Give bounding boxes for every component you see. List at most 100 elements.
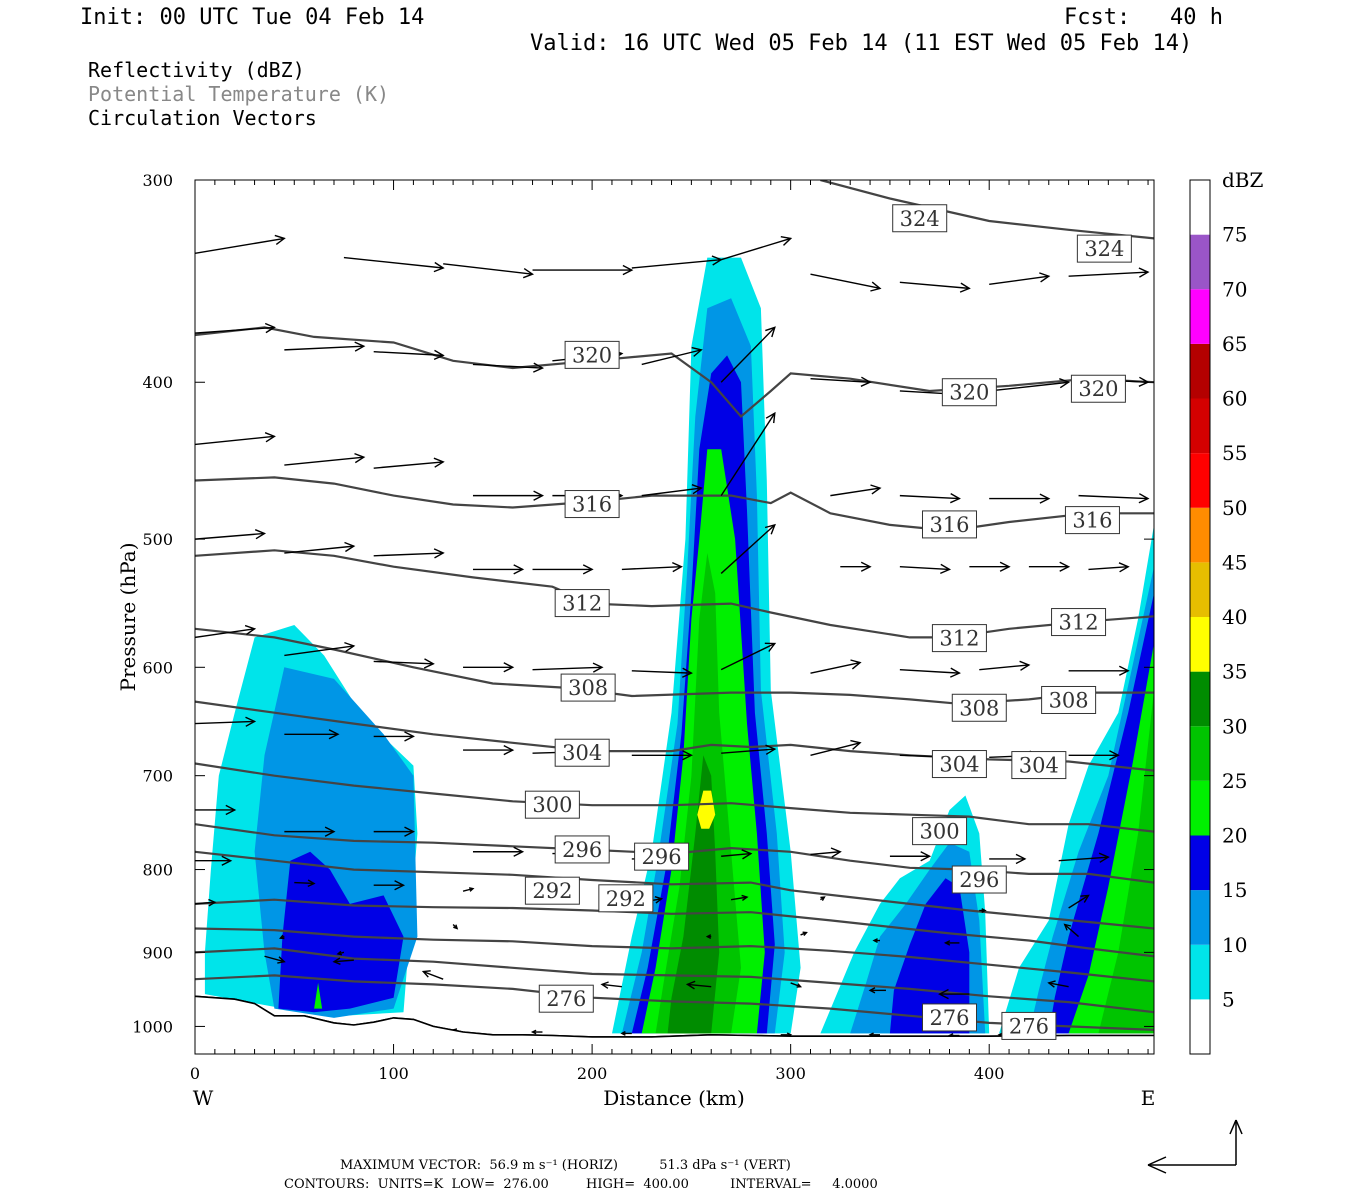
circulation-vector bbox=[600, 981, 622, 989]
vector-shaft bbox=[472, 363, 543, 369]
theta-contour-292 bbox=[195, 850, 1154, 930]
vector-shaft bbox=[1078, 494, 1149, 500]
vector-head bbox=[868, 987, 876, 994]
vector-shaft bbox=[373, 351, 444, 357]
vector-head bbox=[950, 667, 961, 678]
circulation-vector bbox=[373, 880, 406, 891]
theta-label-text: 312 bbox=[562, 592, 602, 616]
theta-label-text: 296 bbox=[562, 838, 602, 862]
circulation-vector bbox=[685, 980, 712, 990]
circulation-vector bbox=[790, 982, 803, 988]
circulation-vector bbox=[264, 955, 286, 964]
colorbar-label: 60 bbox=[1222, 387, 1247, 411]
theta-label-text: 324 bbox=[1084, 237, 1124, 261]
vector-head bbox=[1047, 980, 1056, 988]
circulation-vector bbox=[462, 887, 475, 892]
vector-head bbox=[940, 563, 952, 575]
circulation-vector bbox=[278, 934, 285, 940]
theta-label: 276 bbox=[1001, 1011, 1057, 1040]
theta-label-box bbox=[634, 842, 690, 871]
circulation-vector bbox=[1063, 923, 1080, 938]
theta-label-text: 300 bbox=[920, 820, 960, 844]
vector-head bbox=[221, 855, 233, 866]
colorbar-segment bbox=[1190, 343, 1210, 399]
vector-shaft bbox=[631, 258, 722, 269]
colorbar-segment bbox=[1190, 180, 1210, 235]
circulation-vector bbox=[989, 378, 1071, 392]
circulation-vector bbox=[472, 490, 545, 501]
vector-head bbox=[820, 896, 826, 901]
circulation-vector bbox=[641, 484, 703, 497]
vector-head bbox=[764, 523, 776, 535]
colorbar-label: 25 bbox=[1222, 769, 1247, 793]
colorbar-label: 70 bbox=[1222, 277, 1247, 301]
circulation-vector bbox=[284, 541, 356, 554]
circulation-vector bbox=[868, 987, 886, 994]
circulation-vector bbox=[195, 855, 233, 866]
vector-head bbox=[920, 851, 932, 862]
terrain-fill bbox=[195, 996, 1154, 1054]
vector-head bbox=[433, 261, 445, 273]
theta-label: 296 bbox=[554, 835, 610, 864]
circulation-vector bbox=[730, 894, 749, 901]
theta-label-text: 276 bbox=[546, 987, 586, 1011]
circulation-vector bbox=[373, 349, 445, 361]
theta-contour-316 bbox=[195, 476, 1154, 532]
vector-head bbox=[421, 970, 431, 978]
vector-head bbox=[433, 457, 445, 468]
colorbar-label: 20 bbox=[1222, 824, 1247, 848]
vector-shaft bbox=[720, 642, 776, 671]
theta-label-text: 316 bbox=[1072, 509, 1112, 533]
circulation-vector bbox=[195, 234, 286, 255]
theta-contour-300 bbox=[195, 762, 1154, 833]
vector-shaft bbox=[810, 851, 841, 856]
colorbar-label: 30 bbox=[1222, 714, 1247, 738]
circulation-vector bbox=[631, 750, 693, 761]
circulation-vector bbox=[443, 263, 535, 279]
theta-label-text: 296 bbox=[959, 868, 999, 892]
vector-head bbox=[780, 236, 793, 246]
valid-time: Valid: 16 UTC Wed 05 Feb 14 (11 EST Wed … bbox=[530, 31, 1193, 56]
vector-shaft bbox=[195, 720, 255, 725]
vector-head bbox=[404, 731, 415, 742]
vector-head bbox=[830, 847, 842, 858]
circulation-vector bbox=[195, 322, 276, 334]
vector-shaft bbox=[720, 237, 791, 261]
vector-head bbox=[277, 956, 286, 964]
circulation-vector bbox=[195, 804, 237, 816]
theta-label-text: 312 bbox=[1059, 611, 1099, 635]
vector-head bbox=[423, 658, 435, 669]
theta-label-box bbox=[931, 750, 987, 779]
reflectivity-cell-center-35dbz bbox=[697, 790, 716, 829]
terrain-outline bbox=[195, 995, 1154, 1038]
colorbar-segment bbox=[1190, 398, 1210, 454]
forecast-hour: Fcst: 40 h bbox=[1064, 5, 1223, 30]
vector-head bbox=[622, 264, 634, 276]
vector-head bbox=[1080, 894, 1090, 903]
vector-head bbox=[1039, 272, 1051, 283]
circulation-vector bbox=[720, 642, 777, 671]
vector-shaft bbox=[423, 970, 444, 980]
theta-label-text: 308 bbox=[1049, 688, 1089, 712]
vector-head bbox=[468, 887, 475, 892]
vector-head bbox=[513, 564, 525, 575]
circulation-vector bbox=[472, 362, 545, 373]
colorbar-label: 10 bbox=[1222, 933, 1247, 957]
theta-contour-276 bbox=[195, 974, 1154, 1031]
theta-label-box bbox=[1041, 685, 1097, 714]
vector-head bbox=[328, 729, 340, 740]
circulation-vector bbox=[989, 272, 1051, 286]
colorbar-segment bbox=[1190, 234, 1210, 290]
circulation-vector bbox=[472, 564, 525, 575]
theta-label: 276 bbox=[538, 984, 594, 1013]
theta-label-text: 320 bbox=[949, 381, 989, 405]
vector-head bbox=[344, 541, 356, 553]
vector-shaft bbox=[601, 983, 622, 988]
vector-head bbox=[354, 341, 366, 352]
theta-label: 300 bbox=[912, 817, 968, 846]
vector-head bbox=[600, 981, 609, 989]
colorbar-segment bbox=[1190, 890, 1210, 945]
vector-head bbox=[433, 548, 445, 559]
vector-head bbox=[959, 282, 971, 293]
theta-contour-288 bbox=[195, 898, 1154, 958]
